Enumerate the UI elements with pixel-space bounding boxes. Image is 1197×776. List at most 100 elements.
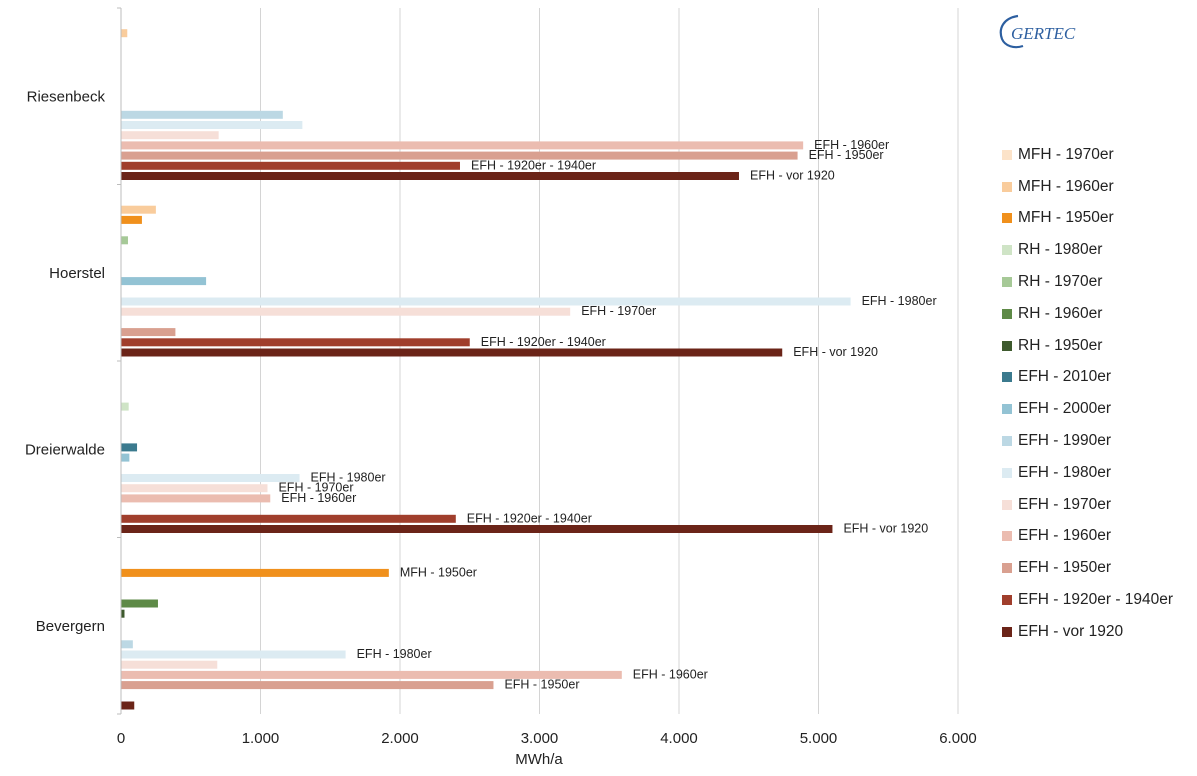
legend-label: MFH - 1970er	[1018, 145, 1114, 163]
legend-item: EFH - vor 1920	[1002, 616, 1173, 648]
legend-item: RH - 1980er	[1002, 234, 1173, 266]
bar	[121, 443, 138, 452]
legend-item: EFH - 1920er - 1940er	[1002, 584, 1173, 616]
bar	[121, 110, 283, 119]
bar	[121, 338, 470, 347]
bar	[121, 236, 128, 245]
bar	[121, 161, 460, 170]
x-tick-label: 4.000	[660, 730, 698, 747]
legend-label: EFH - 1920er - 1940er	[1018, 591, 1174, 609]
category-ticks	[117, 7, 121, 715]
legend-label: RH - 1950er	[1018, 336, 1103, 354]
bar	[121, 650, 346, 659]
legend-swatch	[1002, 563, 1012, 574]
legend-item: EFH - 1960er	[1002, 521, 1173, 553]
category-label: Hoerstel	[49, 265, 105, 282]
legend-swatch	[1002, 340, 1012, 351]
data-label: EFH - 1950er	[504, 678, 579, 692]
bar	[121, 670, 622, 679]
x-tick-label: 0	[117, 730, 125, 747]
legend-label: MFH - 1960er	[1018, 177, 1114, 195]
bar	[121, 453, 130, 462]
data-label: EFH - 1960er	[814, 138, 889, 152]
bar	[121, 514, 456, 523]
legend-label: RH - 1980er	[1018, 241, 1103, 259]
category-label: Dreierwalde	[25, 441, 105, 458]
legend-swatch	[1002, 213, 1012, 224]
legend-swatch	[1002, 277, 1012, 288]
category-label: Bevergern	[36, 618, 105, 635]
legend-swatch	[1002, 181, 1012, 192]
legend-swatch	[1002, 626, 1012, 637]
legend-swatch	[1002, 595, 1012, 606]
bar	[121, 151, 798, 160]
legend-label: EFH - vor 1920	[1018, 622, 1124, 640]
bar	[121, 484, 268, 493]
data-label: EFH - vor 1920	[843, 522, 928, 536]
x-axis-title: MWh/a	[515, 751, 563, 768]
bar	[121, 568, 389, 577]
bars	[121, 29, 851, 710]
legend-label: EFH - 2000er	[1018, 400, 1112, 418]
bar	[121, 172, 739, 180]
legend-label: EFH - 1970er	[1018, 495, 1112, 513]
legend-swatch	[1002, 436, 1012, 447]
x-tick-label: 5.000	[800, 730, 838, 747]
category-label: Riesenbeck	[27, 88, 106, 105]
bar	[121, 297, 851, 306]
legend-label: EFH - 1990er	[1018, 432, 1112, 450]
legend-item: RH - 1960er	[1002, 298, 1173, 330]
legend-swatch	[1002, 245, 1012, 256]
x-tick-label: 3.000	[521, 730, 559, 747]
bar	[121, 599, 158, 608]
x-tick-label: 6.000	[939, 730, 977, 747]
legend-swatch	[1002, 531, 1012, 542]
bar	[121, 609, 125, 618]
data-label: EFH - 1980er	[357, 647, 432, 661]
legend-swatch	[1002, 372, 1012, 383]
data-label: EFH - 1960er	[633, 667, 708, 681]
bar	[121, 277, 207, 286]
legend-label: RH - 1970er	[1018, 273, 1103, 291]
data-label: EFH - 1920er - 1940er	[481, 335, 606, 349]
legend-item: EFH - 2010er	[1002, 362, 1173, 394]
x-tick-label: 1.000	[242, 730, 280, 747]
x-tick-label: 2.000	[381, 730, 419, 747]
legend-item: MFH - 1950er	[1002, 203, 1173, 235]
logo-swoosh-icon	[999, 14, 1024, 49]
bar	[121, 681, 494, 690]
legend-item: EFH - 1980er	[1002, 457, 1173, 489]
legend-label: EFH - 2010er	[1018, 368, 1112, 386]
bar	[121, 402, 129, 411]
bar	[121, 307, 571, 316]
legend-item: EFH - 2000er	[1002, 393, 1173, 425]
gridlines	[260, 8, 959, 714]
data-label: EFH - 1950er	[809, 148, 884, 162]
bar	[121, 701, 135, 710]
data-label: MFH - 1950er	[400, 565, 477, 579]
data-label: EFH - vor 1920	[750, 169, 835, 183]
legend-item: EFH - 1990er	[1002, 425, 1173, 457]
bar	[121, 474, 300, 482]
legend-swatch	[1002, 149, 1012, 160]
logo-text: GERTEC	[1011, 24, 1076, 43]
legend-label: RH - 1960er	[1018, 304, 1103, 322]
bar	[121, 348, 783, 357]
data-label: EFH - 1920er - 1940er	[467, 511, 592, 525]
data-label: EFH - 1920er - 1940er	[471, 158, 596, 172]
legend-swatch	[1002, 308, 1012, 319]
bar	[121, 660, 218, 669]
data-label: EFH - 1980er	[862, 294, 937, 308]
bar	[121, 328, 176, 337]
legend-item: MFH - 1970er	[1002, 139, 1173, 171]
data-label: EFH - 1970er	[581, 304, 656, 318]
legend-item: EFH - 1950er	[1002, 552, 1173, 584]
data-label: EFH - 1980er	[311, 471, 386, 485]
legend: MFH - 1970er MFH - 1960er MFH - 1950er RH -…	[1002, 139, 1173, 648]
legend-item: RH - 1950er	[1002, 330, 1173, 362]
bar	[121, 131, 219, 140]
bar	[121, 205, 156, 214]
legend-item: RH - 1970er	[1002, 266, 1173, 298]
